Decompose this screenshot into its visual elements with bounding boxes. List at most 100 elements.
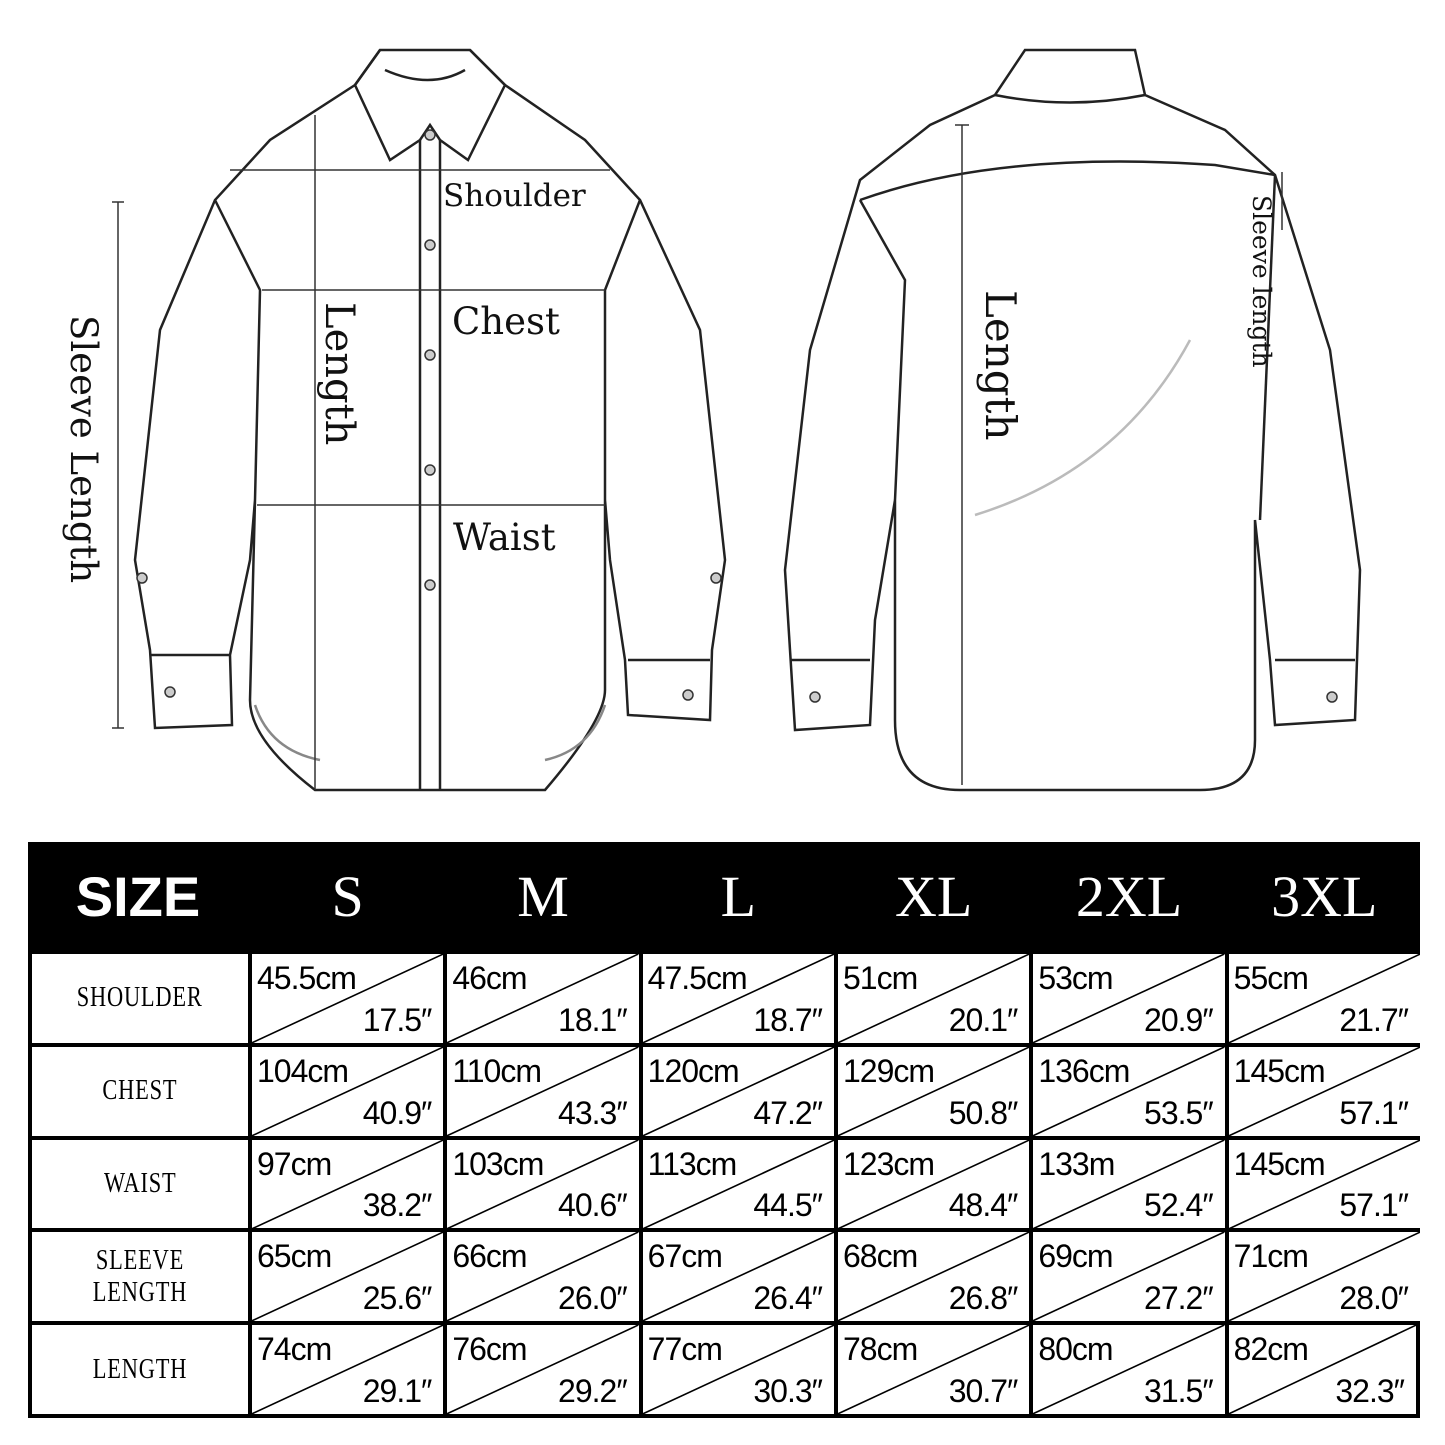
row-label: WAIST [32,1139,248,1229]
inch-value: 29.2″ [558,1373,628,1409]
cm-value: 71cm [1233,1238,1309,1275]
diagonal-divider [1033,1232,1224,1321]
measurement-cell: 120cm 47.2″ [642,1046,834,1136]
measurement-cell: 103cm 40.6″ [447,1139,639,1229]
inch-value: 26.8″ [948,1280,1019,1317]
cm-value: 77cm [647,1331,723,1368]
diagonal-divider [252,1047,443,1136]
inch-value: 40.9″ [362,1094,433,1131]
inch-value: 48.4″ [948,1187,1019,1224]
row-label-text: CHEST [102,1075,178,1107]
cm-value: 97cm [257,1145,332,1182]
measurement-cell: 97cm 38.2″ [252,1139,444,1229]
inch-value: 26.0″ [558,1280,628,1317]
inch-value: 52.4″ [1144,1187,1214,1224]
size-column-header: M [447,842,639,950]
inch-value: 18.1″ [558,1001,628,1038]
front-length-label: Length [316,302,362,446]
shirt-illustration [112,48,1362,792]
measurement-cell: 74cm 29.1″ [252,1325,444,1414]
diagonal-divider [447,1047,638,1136]
cm-value: 113cm [647,1145,738,1182]
inch-value: 26.4″ [753,1280,823,1317]
inch-value: 57.1″ [1339,1094,1409,1131]
cm-value: 67cm [647,1238,723,1275]
inch-value: 38.2″ [362,1187,433,1224]
measurement-cell: 145cm 57.1″ [1228,1139,1420,1229]
diagonal-divider [1033,1325,1224,1414]
diagonal-divider [252,1140,443,1229]
cm-value: 68cm [842,1238,918,1275]
chest-label: Chest [452,300,560,343]
measurement-cell: 136cm 53.5″ [1033,1046,1225,1136]
diagonal-divider [447,954,638,1043]
size-column-header: 2XL [1033,842,1225,950]
cm-value: 65cm [257,1238,332,1275]
size-chart-table: SIZE S M L XL 2XL 3XL SHOULDER 45.5cm 17.5″ 46cm 18… [28,842,1420,1418]
measurement-cell: 45.5cm 17.5″ [252,954,444,1043]
size-column-header: L [642,842,834,950]
cm-value: 46cm [452,960,527,996]
inch-value: 47.2″ [753,1094,823,1131]
diagonal-divider [1229,1047,1420,1136]
row-label-text: WAIST [103,1167,177,1199]
inch-value: 27.2″ [1144,1280,1214,1317]
measurement-cell: 133m 52.4″ [1033,1139,1225,1229]
front-shirt-drawing [112,48,727,792]
diagonal-divider [838,1325,1029,1414]
measurement-cell: 47.5cm 18.7″ [642,954,834,1043]
measurement-cell: 110cm 43.3″ [447,1046,639,1136]
cm-value: 74cm [257,1331,332,1368]
inch-value: 29.1″ [362,1373,433,1409]
size-column-header: XL [837,842,1030,950]
diagonal-divider [838,954,1029,1043]
cm-value: 76cm [452,1331,527,1368]
cm-value: 110cm [452,1052,542,1089]
cm-value: 78cm [842,1331,918,1368]
measurement-cell: 113cm 44.5″ [642,1139,834,1229]
measurement-cell: 53cm 20.9″ [1033,954,1225,1043]
row-label-text: LENGTH [92,1353,188,1385]
measurement-cell: 145cm 57.1″ [1228,1046,1420,1136]
diagonal-divider [1033,1047,1224,1136]
cm-value: 120cm [647,1052,740,1089]
measurement-cell: 66cm 26.0″ [447,1232,639,1322]
inch-value: 32.3″ [1335,1373,1405,1409]
inch-value: 25.6″ [362,1280,433,1317]
row-label-text: SHOULDER [77,982,203,1014]
diagonal-divider [643,1140,834,1229]
inch-value: 28.0″ [1339,1280,1409,1317]
diagonal-divider [1229,1232,1420,1321]
diagonal-divider [1229,1325,1416,1414]
measurement-cell: 69cm 27.2″ [1033,1232,1225,1322]
diagonal-divider [252,1232,443,1321]
diagonal-divider [1033,954,1224,1043]
size-column-header: 3XL [1228,842,1420,950]
measurement-cell: 104cm 40.9″ [252,1046,444,1136]
measurement-cell: 71cm 28.0″ [1228,1232,1420,1322]
inch-value: 43.3″ [558,1094,628,1131]
diagonal-divider [1229,1140,1420,1229]
cm-value: 145cm [1233,1052,1326,1089]
inch-value: 50.8″ [948,1094,1019,1131]
cm-value: 69cm [1038,1238,1113,1275]
cm-value: 55cm [1233,960,1309,996]
inch-value: 30.7″ [948,1373,1019,1409]
diagonal-divider [838,1140,1029,1229]
row-label: SHOULDER [32,954,248,1043]
cm-value: 129cm [842,1052,935,1089]
cm-value: 136cm [1038,1052,1130,1089]
cm-value: 80cm [1038,1331,1113,1368]
diagonal-divider [447,1232,638,1321]
measurement-cell: 46cm 18.1″ [447,954,639,1043]
cm-value: 104cm [257,1052,349,1089]
inch-value: 31.5″ [1144,1373,1214,1409]
inch-value: 18.7″ [753,1001,823,1038]
diagonal-divider [643,1325,834,1414]
diagonal-divider [252,954,443,1043]
cm-value: 82cm [1233,1331,1309,1368]
diagonal-divider [838,1047,1029,1136]
back-shirt-drawing [783,48,1362,792]
measurement-cell: 77cm 30.3″ [642,1325,834,1414]
measurement-cell: 82cm 32.3″ [1228,1325,1416,1414]
